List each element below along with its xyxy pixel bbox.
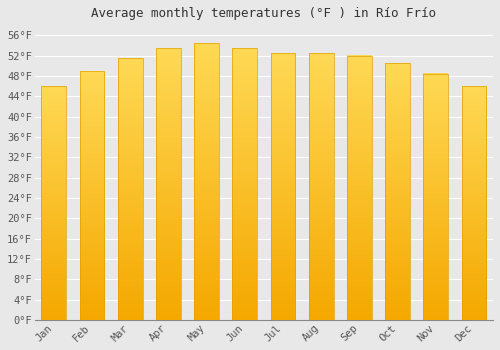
Bar [232, 48, 257, 320]
Bar [156, 48, 181, 320]
Bar [462, 86, 486, 320]
Bar [309, 53, 334, 320]
Title: Average monthly temperatures (°F ) in Río Frío: Average monthly temperatures (°F ) in Rí… [92, 7, 436, 20]
Bar [42, 86, 66, 320]
Bar [347, 56, 372, 320]
Bar [385, 63, 410, 320]
Bar [424, 74, 448, 320]
Bar [80, 71, 104, 320]
Bar [118, 58, 142, 320]
Bar [194, 43, 219, 320]
Bar [270, 53, 295, 320]
